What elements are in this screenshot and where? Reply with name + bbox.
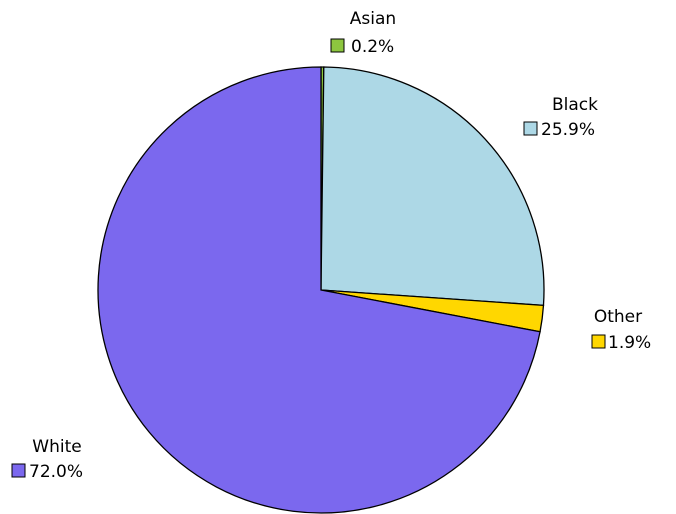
slice-value-black: 25.9%: [541, 120, 595, 140]
slice-label-asian: Asian: [350, 9, 396, 29]
legend-swatch-other: [591, 334, 606, 349]
pie-labels: Asian 0.2% Black 25.9% Other 1.9% White 72.0%: [11, 9, 651, 482]
slice-value-other: 1.9%: [608, 333, 651, 353]
slice-value-asian: 0.2%: [351, 37, 394, 57]
slice-value-white: 72.0%: [29, 462, 83, 482]
legend-swatch-asian: [330, 38, 345, 53]
slice-label-other: Other: [594, 307, 642, 327]
legend-swatch-white: [11, 463, 26, 478]
pie-slice-white: [97, 66, 541, 514]
pie-slice-black: [320, 66, 545, 307]
pie-slices: [97, 66, 545, 514]
slice-label-white: White: [32, 437, 81, 457]
slice-label-black: Black: [552, 95, 598, 115]
legend-swatch-black: [523, 121, 538, 136]
